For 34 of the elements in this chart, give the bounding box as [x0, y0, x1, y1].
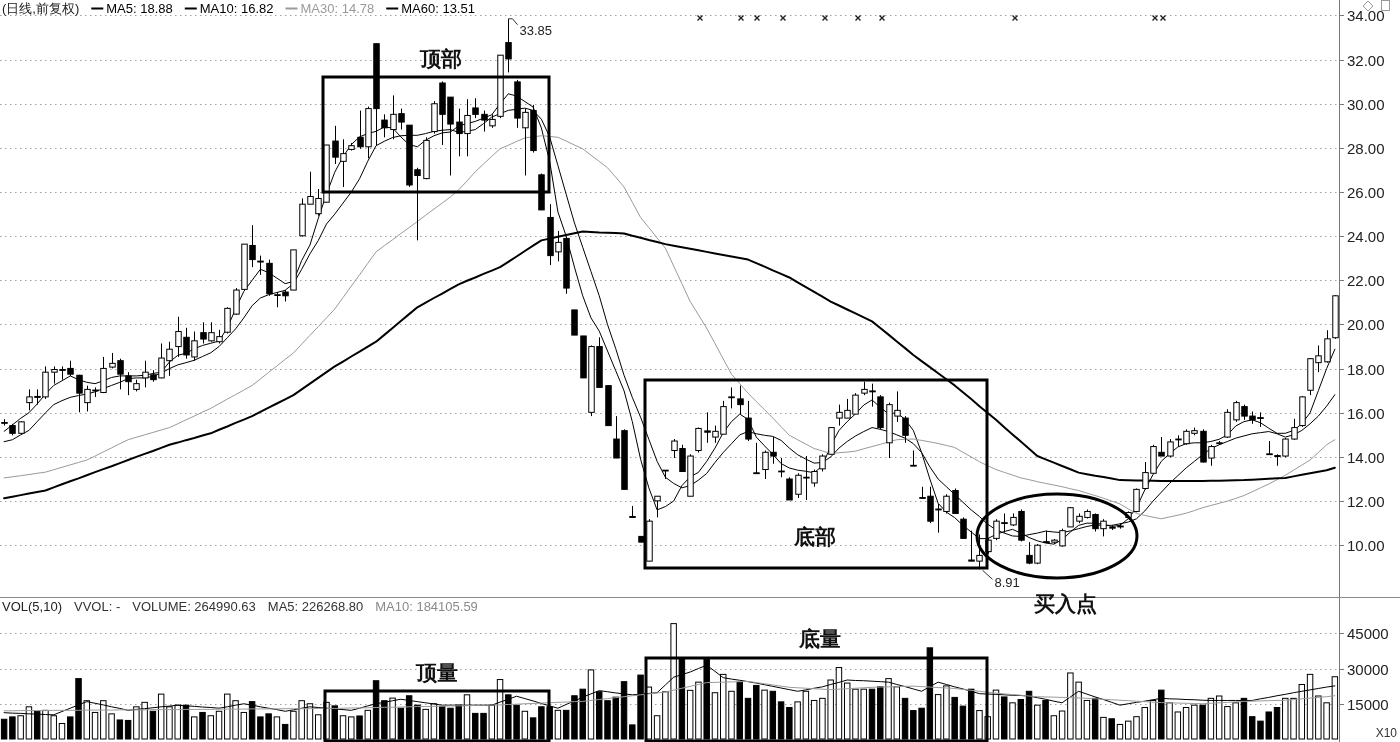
annotation: 顶部 — [420, 47, 462, 70]
annotation: 底量 — [799, 627, 841, 650]
annotation: 底部 — [794, 525, 836, 548]
legend-label: MA5: 18.88 — [106, 1, 173, 16]
chart-title: VOL(5,10) — [2, 599, 62, 614]
y-tick-label: 24.00 — [1347, 227, 1385, 245]
y-tick-label: 32.00 — [1347, 51, 1385, 69]
annotation: VVOL: - — [74, 599, 121, 614]
annotation: 顶量 — [416, 661, 458, 684]
y-tick-label: 45000 — [1347, 624, 1389, 642]
y-tick-label: 22.00 — [1347, 271, 1385, 289]
y-tick-label: 16.00 — [1347, 404, 1385, 422]
y-tick-label: 15000 — [1347, 695, 1389, 713]
annotation: MA10: 184105.59 — [375, 599, 478, 614]
y-tick-label: 34.00 — [1347, 6, 1385, 24]
y-tick-label: 28.00 — [1347, 139, 1385, 157]
y-tick-label: 12.00 — [1347, 492, 1385, 510]
annotation: VOLUME: 264990.63 — [132, 599, 256, 614]
y-tick-label: 20.00 — [1347, 315, 1385, 333]
chart-title: (日线,前复权) — [2, 1, 80, 16]
y-tick-label: 18.00 — [1347, 360, 1385, 378]
legend-label: MA10: 16.82 — [199, 1, 274, 16]
legend-label: MA30: 14.78 — [300, 1, 375, 16]
annotation: 8.91 — [994, 575, 1020, 591]
annotation: 买入点 — [1033, 592, 1097, 615]
y-tick-label: 10.00 — [1347, 536, 1385, 554]
annotation: X10 — [1375, 726, 1397, 740]
y-tick-label: 26.00 — [1347, 183, 1385, 201]
annotation: MA5: 226268.80 — [267, 599, 364, 614]
legend-label: MA60: 13.51 — [401, 1, 475, 16]
y-tick-label: 30000 — [1347, 660, 1389, 678]
y-tick-label: 14.00 — [1347, 448, 1385, 466]
y-tick-label: 30.00 — [1347, 95, 1385, 113]
annotation: 33.85 — [519, 22, 553, 38]
